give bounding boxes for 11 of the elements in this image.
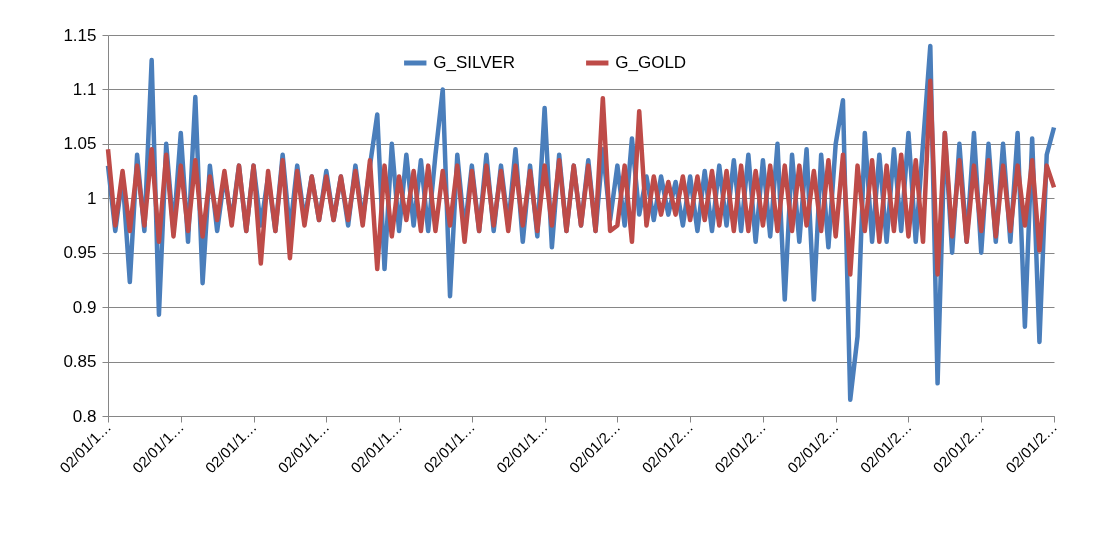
y-tick-label: 0.85 [63, 352, 97, 372]
y-tick-label: 1.1 [72, 79, 97, 99]
y-tick-label: 1.15 [63, 25, 97, 45]
legend-label: G_SILVER [433, 53, 516, 72]
y-tick-label: 0.95 [63, 243, 97, 263]
line-series [105, 78, 1057, 277]
legend-label: G_GOLD [615, 53, 687, 72]
y-tick-label: 1.05 [63, 134, 97, 154]
y-tick-label: 0.8 [72, 406, 97, 426]
y-tick-label: 1 [87, 188, 97, 208]
y-tick-label: 0.9 [72, 297, 97, 317]
